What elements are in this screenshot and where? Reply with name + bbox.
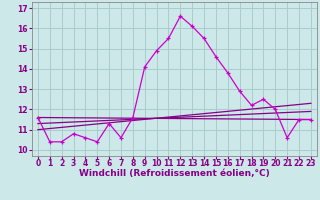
X-axis label: Windchill (Refroidissement éolien,°C): Windchill (Refroidissement éolien,°C) (79, 169, 270, 178)
